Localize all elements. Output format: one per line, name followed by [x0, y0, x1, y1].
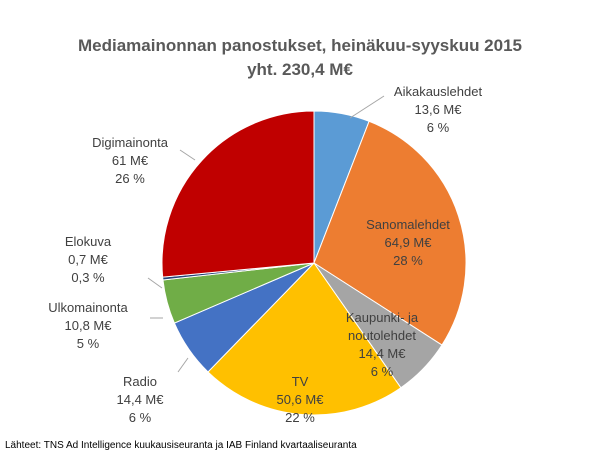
value-label: 61 M€	[111, 153, 149, 168]
percent-label: 0,3 %	[71, 270, 105, 285]
value-label: 64,9 M€	[384, 235, 432, 250]
category-label: Aikakauslehdet	[393, 84, 483, 99]
chart-subtitle: yht. 230,4 M€	[247, 60, 353, 79]
slice-label: Elokuva 0,7 M€ 0,3 %	[18, 233, 158, 287]
value-label: 0,7 M€	[68, 252, 108, 267]
category-label: Ulkomainonta	[48, 300, 128, 315]
leader-line	[349, 95, 385, 119]
leader-line	[179, 149, 196, 161]
percent-label: 6 %	[426, 120, 450, 135]
slice-label: Digimainonta 61 M€ 26 %	[60, 134, 200, 188]
category-label: Elokuva	[64, 234, 112, 249]
percent-label: 26 %	[115, 171, 145, 186]
leader-line	[147, 277, 163, 289]
slice-label: Ulkomainonta 10,8 M€ 5 %	[18, 299, 158, 353]
percent-label: 5 %	[76, 336, 100, 351]
slice-label: TV 50,6 M€ 22 %	[230, 373, 370, 427]
pie-slice	[207, 262, 402, 416]
pie-slice	[313, 120, 467, 346]
category-label: TV	[291, 374, 309, 389]
percent-label: 6 %	[128, 410, 152, 425]
value-label: 14,4 M€	[358, 346, 406, 361]
slice-label: Aikakauslehdet 13,6 M€ 6 %	[368, 83, 508, 137]
chart-title: Mediamainonnan panostukset, heinäkuu-syy…	[77, 36, 523, 55]
value-label: 13,6 M€	[414, 102, 462, 117]
slice-label: Radio 14,4 M€ 6 %	[70, 373, 210, 427]
percent-label: 6 %	[370, 364, 394, 379]
percent-label: 28 %	[393, 253, 423, 268]
value-label: 50,6 M€	[276, 392, 324, 407]
slice-label: Kaupunki- ja noutolehdet 14,4 M€ 6 %	[334, 309, 430, 381]
leader-line	[177, 357, 189, 373]
category-label: Radio	[123, 374, 157, 389]
percent-label: 22 %	[285, 410, 315, 425]
category-label: Sanomalehdet	[366, 217, 450, 232]
pie-slice	[161, 110, 315, 278]
category-label: Digimainonta	[92, 135, 168, 150]
value-label: 14,4 M€	[116, 392, 164, 407]
slice-label: Sanomalehdet 64,9 M€ 28 %	[338, 216, 478, 270]
source-note: Lähteet: TNS Ad Intelligence kuukausiseu…	[5, 440, 357, 451]
value-label: 10,8 M€	[64, 318, 112, 333]
category-label: Kaupunki- ja noutolehdet	[345, 310, 419, 343]
